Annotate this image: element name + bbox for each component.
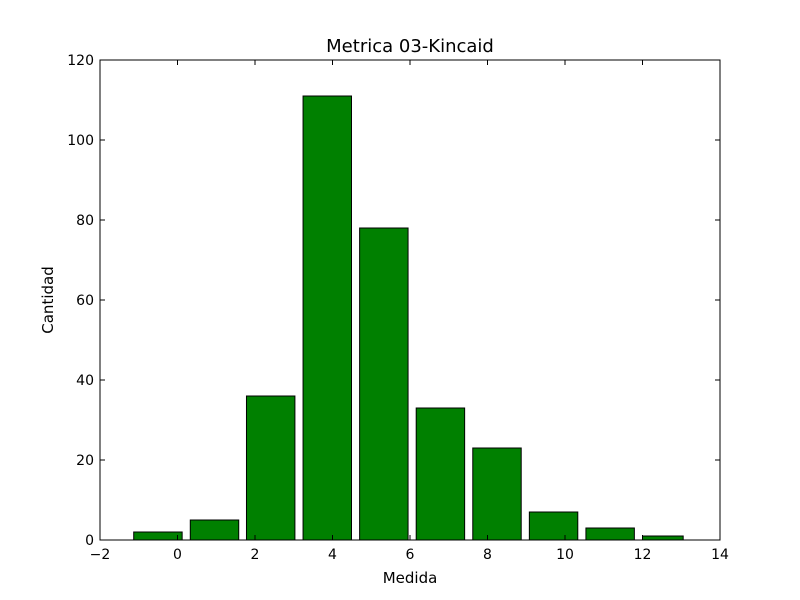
x-tick-label: 4 bbox=[328, 547, 337, 563]
x-tick-label: 10 bbox=[556, 547, 574, 563]
y-tick-label: 20 bbox=[76, 453, 94, 469]
chart-title: Metrica 03-Kincaid bbox=[326, 36, 494, 57]
x-tick-label: 8 bbox=[483, 547, 492, 563]
y-tick-label: 0 bbox=[85, 533, 94, 549]
plot-frame bbox=[99, 59, 721, 541]
x-tick-label: 0 bbox=[173, 547, 182, 563]
y-tick-label: 100 bbox=[67, 133, 94, 149]
x-tick-label: 6 bbox=[406, 547, 415, 563]
x-tick-label: −2 bbox=[90, 547, 111, 563]
y-tick-label: 120 bbox=[67, 53, 94, 69]
bar-2 bbox=[245, 395, 296, 541]
bar-1 bbox=[189, 519, 240, 541]
x-axis-label: Medida bbox=[383, 569, 438, 587]
bar-4 bbox=[359, 227, 409, 541]
x-tick-label: 2 bbox=[251, 547, 260, 563]
bar-9 bbox=[642, 535, 684, 541]
y-tick-label: 80 bbox=[76, 213, 94, 229]
bar-0 bbox=[133, 531, 183, 541]
x-tick-label: 14 bbox=[711, 547, 729, 563]
bar-6 bbox=[472, 447, 522, 541]
bar-3 bbox=[302, 95, 352, 541]
y-axis-label: Cantidad bbox=[39, 266, 57, 333]
bar-8 bbox=[585, 527, 635, 541]
bar-5 bbox=[415, 407, 466, 541]
y-tick-label: 60 bbox=[76, 293, 94, 309]
bar-7 bbox=[528, 511, 579, 541]
bars-layer bbox=[133, 95, 684, 541]
x-tick-label: 12 bbox=[634, 547, 652, 563]
y-tick-label: 40 bbox=[76, 373, 94, 389]
